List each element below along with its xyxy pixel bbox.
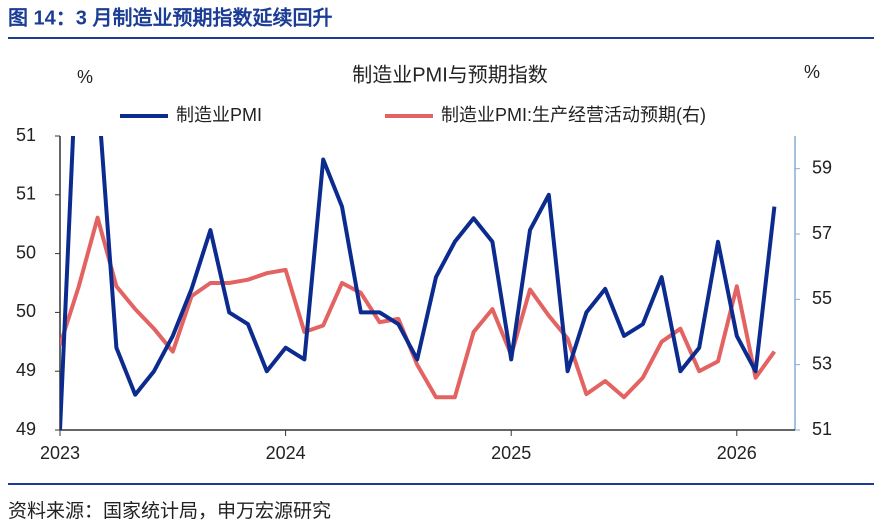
figure-title: 图 14：3 月制造业预期指数延续回升 — [8, 5, 332, 29]
legend-label: 制造业PMI:生产经营活动预期(右) — [441, 105, 706, 125]
legend-label: 制造业PMI — [176, 105, 262, 125]
x-tick-label: 2025 — [491, 443, 531, 463]
y2-tick-label: 51 — [812, 419, 832, 439]
y2-tick-label: 59 — [812, 157, 832, 177]
y2-tick-label: 55 — [812, 288, 832, 308]
y-tick-label: 49 — [16, 419, 36, 439]
x-tick-label: 2023 — [40, 443, 80, 463]
series-line — [60, 215, 777, 400]
y-tick-label: 50 — [16, 301, 36, 321]
x-tick-label: 2026 — [717, 443, 757, 463]
source: 资料来源：国家统计局，申万宏源研究 — [8, 500, 331, 522]
series-line — [60, 136, 777, 430]
y-tick-label: 51 — [16, 184, 36, 204]
y-unit: % — [77, 67, 93, 87]
x-tick-label: 2024 — [266, 443, 306, 463]
y-tick-label: 51 — [16, 125, 36, 145]
y2-unit: % — [804, 62, 820, 82]
y-tick-label: 49 — [16, 360, 36, 380]
y2-tick-label: 57 — [812, 223, 832, 243]
chart-title: 制造业PMI与预期指数 — [352, 63, 548, 86]
y2-tick-label: 53 — [812, 353, 832, 373]
y-tick-label: 50 — [16, 242, 36, 262]
